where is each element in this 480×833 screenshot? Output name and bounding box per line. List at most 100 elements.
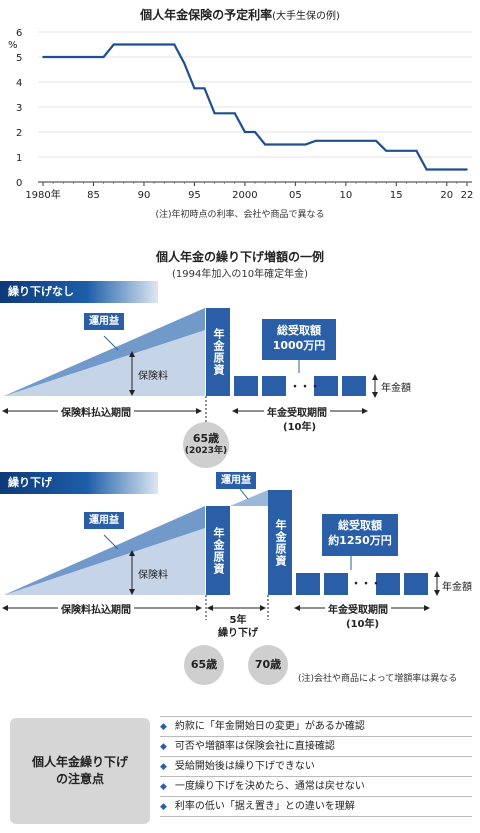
x-tick-label: 22 bbox=[461, 190, 474, 201]
x-tick-label: 15 bbox=[390, 190, 403, 201]
pay-period-label: 保険料払込期間 bbox=[58, 404, 134, 419]
rate-data-point bbox=[304, 143, 307, 146]
pension-fund-box: 年金原資 bbox=[206, 308, 230, 396]
chart-ticks: 0 1 2 3 4 5 6% 1980年 85 90 95 2000 05 10 15 20 22 bbox=[8, 28, 473, 201]
rate-data-point bbox=[173, 43, 176, 46]
note-item-text: 可否や増額率は保険会社に直接確認 bbox=[174, 741, 335, 752]
annuity-block-4 bbox=[342, 376, 366, 396]
rate-data-point bbox=[466, 168, 468, 171]
chart-note: (注)年初時点の利率、会社や商品で異なる bbox=[155, 210, 325, 220]
rate-data-point bbox=[264, 143, 266, 146]
total-receipt-value-2: 約1250万円 bbox=[328, 534, 392, 547]
rate-data-point bbox=[233, 112, 236, 115]
x-tick-label: 05 bbox=[289, 190, 302, 201]
rate-data-point bbox=[92, 56, 95, 58]
defer-graphic bbox=[2, 488, 440, 620]
diamond-bullet-icon: ◆ bbox=[160, 802, 167, 812]
x-tick-label: 90 bbox=[138, 190, 151, 201]
rate-data-point bbox=[193, 87, 196, 90]
total-receipt-label-2: 総受取額 bbox=[338, 519, 382, 532]
rate-data-point bbox=[375, 139, 378, 142]
note-item-text: 一度繰り下げを決めたら、通常は戻せない bbox=[174, 781, 365, 792]
age-65-label: 65歳 bbox=[192, 432, 220, 445]
pay-period-label-2: 保険料払込期間 bbox=[58, 601, 134, 616]
receive-period-label: 年金受取期間 bbox=[264, 404, 330, 419]
chart-title-main: 個人年金保険の予定利率 bbox=[140, 8, 273, 22]
notes-title-box: 個人年金繰り下げ の注意点 bbox=[10, 718, 150, 824]
rate-data-point bbox=[314, 139, 317, 142]
rate-data-point bbox=[445, 168, 448, 171]
note-item-text: 約款に「年金開始日の変更」があるか確認 bbox=[174, 721, 365, 732]
rate-data-point bbox=[112, 43, 115, 46]
rate-data-point bbox=[254, 131, 256, 133]
x-tick-label: 95 bbox=[188, 190, 201, 201]
deferral-gain-label: 運用益 bbox=[216, 472, 256, 489]
rate-data-point bbox=[415, 149, 418, 152]
age-70-circle: 70歳 bbox=[248, 645, 288, 685]
rate-data-point bbox=[244, 131, 246, 133]
defer-label: 繰り下げ bbox=[218, 628, 258, 639]
receive-years-label-2: (10年) bbox=[346, 619, 380, 630]
section-label-defer: 繰り下げ bbox=[0, 472, 158, 494]
y-tick-label: 4 bbox=[16, 78, 22, 89]
rate-data-point bbox=[102, 56, 105, 58]
total-receipt-value: 1000万円 bbox=[272, 339, 326, 352]
diamond-bullet-icon: ◆ bbox=[160, 742, 167, 752]
age-65-year: (2023年) bbox=[184, 446, 228, 456]
premium-label: 保険料 bbox=[138, 371, 168, 382]
investment-gain-label-2: 運用益 bbox=[84, 512, 124, 529]
chart-grid bbox=[38, 31, 472, 183]
section-label-no-defer: 繰り下げなし bbox=[0, 281, 158, 303]
note-item-text: 受給開始後は繰り下げできない bbox=[174, 761, 315, 772]
rate-data-point bbox=[203, 87, 206, 90]
note-item: ◆ 利率の低い「据え置き」との違いを理解 bbox=[160, 797, 472, 817]
age-65-circle: 65歳 (2023年) bbox=[183, 422, 229, 468]
defer-note: (注)会社や商品によって増額率は異なる bbox=[298, 674, 458, 684]
note-item: ◆ 受給開始後は繰り下げできない bbox=[160, 757, 472, 777]
rate-data-point bbox=[385, 149, 388, 152]
pension-fund-box-2: 年金原資 bbox=[206, 506, 230, 595]
y-tick-label: 3 bbox=[16, 103, 22, 114]
y-tick-label: 5 bbox=[16, 53, 22, 64]
total-receipt-label: 総受取額 bbox=[277, 324, 321, 337]
rate-data-point bbox=[294, 143, 297, 146]
note-item: ◆ 約款に「年金開始日の変更」があるか確認 bbox=[160, 717, 472, 737]
gain-band bbox=[4, 308, 205, 396]
diamond-bullet-icon: ◆ bbox=[160, 782, 167, 792]
no-defer-graphic bbox=[2, 308, 378, 430]
y-tick-label: 0 bbox=[16, 178, 22, 189]
y-tick-label: 6 bbox=[16, 28, 22, 39]
notes-title-line1: 個人年金繰り下げ bbox=[31, 755, 128, 769]
chart-subtitle: (大手生保の例) bbox=[272, 11, 340, 22]
ellipsis-2: ・・・ bbox=[351, 579, 381, 590]
rate-data-point bbox=[183, 62, 186, 65]
diamond-bullet-icon: ◆ bbox=[160, 762, 167, 772]
annuity-block-3 bbox=[314, 376, 338, 396]
rate-data-point bbox=[213, 112, 216, 115]
notes-title-line2: の注意点 bbox=[55, 772, 104, 786]
y-tick-label: 1 bbox=[16, 153, 22, 164]
note-item-text: 利率の低い「据え置き」との違いを理解 bbox=[174, 801, 355, 812]
deferral-gain-wedge bbox=[230, 490, 268, 506]
annuity-block-1 bbox=[234, 376, 258, 396]
x-tick-label: 10 bbox=[339, 190, 352, 201]
rate-data-point bbox=[143, 43, 145, 46]
notes-list: ◆ 約款に「年金開始日の変更」があるか確認 ◆ 可否や増額率は保険会社に直接確認 ◆ 受給… bbox=[160, 716, 472, 817]
annuity-amount-label-2: 年金額 bbox=[442, 582, 472, 593]
rate-data-point bbox=[405, 149, 408, 152]
x-tick-label: 85 bbox=[87, 190, 100, 201]
x-tick-label: 20 bbox=[440, 190, 453, 201]
x-tick-label: 2000 bbox=[232, 190, 257, 201]
x-tick-label: 1980年 bbox=[25, 188, 60, 201]
note-item: ◆ 一度繰り下げを決めたら、通常は戻せない bbox=[160, 777, 472, 797]
defer-years: 5年 bbox=[229, 615, 247, 626]
diagram-title: 個人年金の繰り下げ増額の一例 bbox=[155, 250, 324, 264]
rate-data-point bbox=[344, 139, 347, 142]
annuity-block-2 bbox=[262, 376, 286, 396]
diagram-subtitle: (1994年加入の10年確定年金) bbox=[172, 269, 308, 280]
y-tick-label: 2 bbox=[16, 128, 22, 139]
annuity-amount-label: 年金額 bbox=[381, 383, 411, 394]
total-receipt-box: 総受取額 1000万円 bbox=[262, 319, 336, 360]
y-unit-label: % bbox=[8, 40, 18, 51]
premium-label-2: 保険料 bbox=[138, 570, 168, 581]
